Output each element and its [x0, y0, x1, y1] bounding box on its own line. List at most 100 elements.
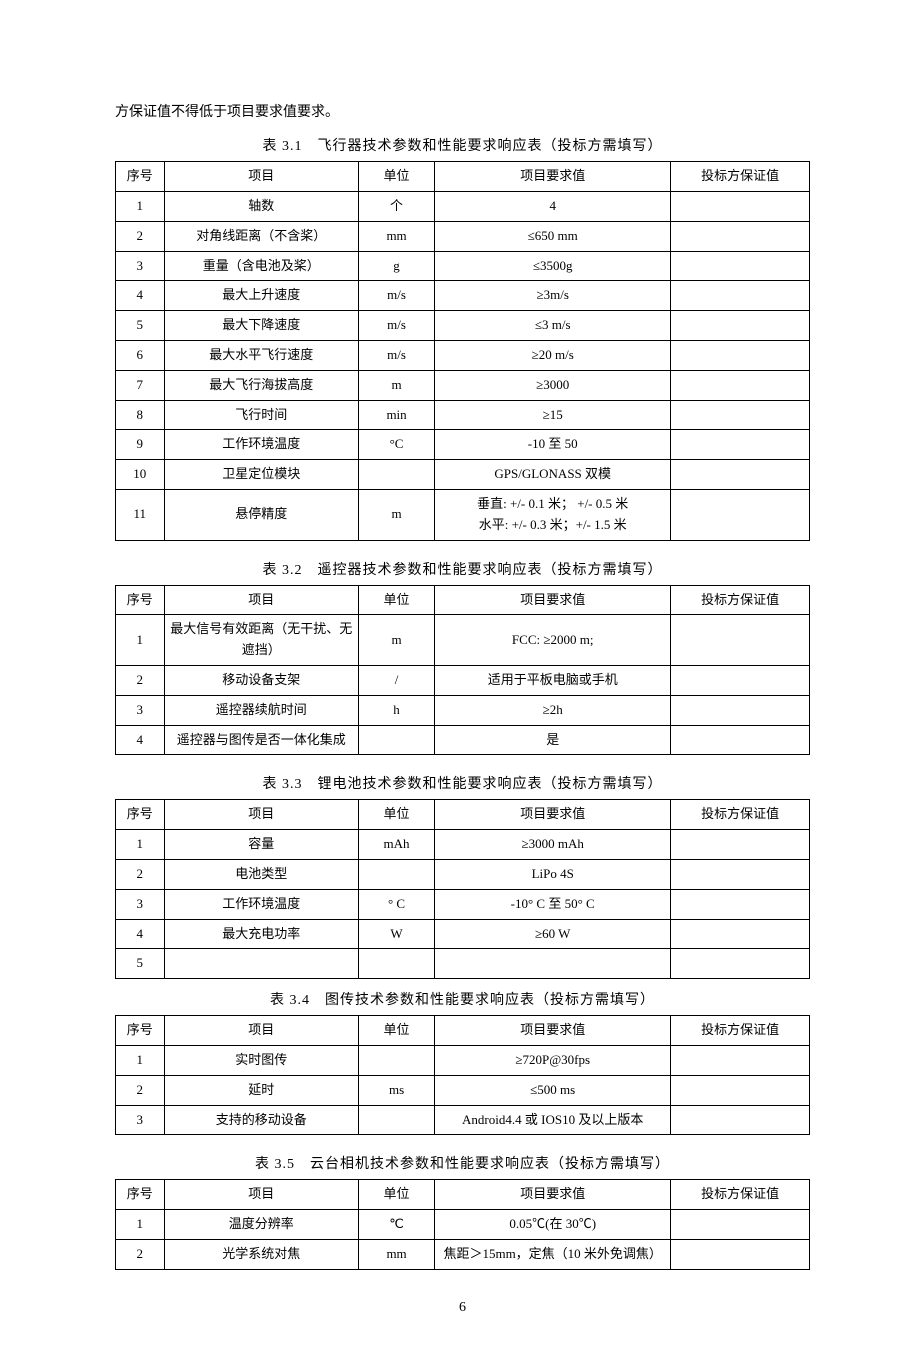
cell-req: FCC: ≥2000 m; — [435, 615, 671, 666]
cell-unit: ℃ — [358, 1210, 434, 1240]
cell-seq: 2 — [116, 1239, 165, 1269]
cell-bid — [671, 1105, 810, 1135]
col-seq: 序号 — [116, 162, 165, 192]
table-row: 2对角线距离（不含桨）mm≤650 mm — [116, 221, 810, 251]
table-header: 序号 项目 单位 项目要求值 投标方保证值 — [116, 1016, 810, 1046]
cell-unit: ms — [358, 1075, 434, 1105]
table-row: 1最大信号有效距离（无干扰、无遮挡）mFCC: ≥2000 m; — [116, 615, 810, 666]
cell-bid — [671, 665, 810, 695]
cell-req: -10° C 至 50° C — [435, 889, 671, 919]
col-item: 项目 — [164, 1016, 358, 1046]
table-3-3-caption: 表 3.3 锂电池技术参数和性能要求响应表（投标方需填写） — [115, 773, 810, 793]
cell-item: 温度分辨率 — [164, 1210, 358, 1240]
cell-bid — [671, 340, 810, 370]
cell-bid — [671, 1210, 810, 1240]
cell-item — [164, 949, 358, 979]
table-row: 5最大下降速度m/s≤3 m/s — [116, 311, 810, 341]
cell-item: 容量 — [164, 830, 358, 860]
cell-req: ≥3000 mAh — [435, 830, 671, 860]
col-unit: 单位 — [358, 1180, 434, 1210]
table-header: 序号 项目 单位 项目要求值 投标方保证值 — [116, 1180, 810, 1210]
col-seq: 序号 — [116, 585, 165, 615]
cell-unit — [358, 859, 434, 889]
cell-item: 实时图传 — [164, 1045, 358, 1075]
table-row: 2电池类型LiPo 4S — [116, 859, 810, 889]
cell-req: ≤3500g — [435, 251, 671, 281]
col-bid: 投标方保证值 — [671, 1180, 810, 1210]
table-row: 8飞行时间min≥15 — [116, 400, 810, 430]
cell-req: ≥20 m/s — [435, 340, 671, 370]
cell-seq: 5 — [116, 949, 165, 979]
cell-bid — [671, 281, 810, 311]
cell-req: -10 至 50 — [435, 430, 671, 460]
page-number: 6 — [115, 1300, 810, 1316]
cell-bid — [671, 1239, 810, 1269]
table-row: 10卫星定位模块GPS/GLONASS 双模 — [116, 460, 810, 490]
cell-item: 最大充电功率 — [164, 919, 358, 949]
cell-req: 垂直: +/- 0.1 米； +/- 0.5 米水平: +/- 0.3 米；+/… — [435, 489, 671, 540]
cell-seq: 1 — [116, 615, 165, 666]
cell-unit — [358, 1045, 434, 1075]
cell-unit — [358, 725, 434, 755]
table-3-3: 序号 项目 单位 项目要求值 投标方保证值 1容量mAh≥3000 mAh2电池… — [115, 799, 810, 979]
cell-seq: 2 — [116, 665, 165, 695]
cell-seq: 5 — [116, 311, 165, 341]
table-row: 2光学系统对焦mm焦距＞15mm，定焦（10 米外免调焦） — [116, 1239, 810, 1269]
table-row: 4遥控器与图传是否一体化集成是 — [116, 725, 810, 755]
cell-seq: 9 — [116, 430, 165, 460]
cell-unit: h — [358, 695, 434, 725]
cell-req: ≥60 W — [435, 919, 671, 949]
cell-req: 是 — [435, 725, 671, 755]
cell-req: ≥720P@30fps — [435, 1045, 671, 1075]
table-row: 6最大水平飞行速度m/s≥20 m/s — [116, 340, 810, 370]
cell-item: 最大下降速度 — [164, 311, 358, 341]
cell-req: 0.05℃(在 30℃) — [435, 1210, 671, 1240]
cell-seq: 1 — [116, 191, 165, 221]
table-3-2: 序号 项目 单位 项目要求值 投标方保证值 1最大信号有效距离（无干扰、无遮挡）… — [115, 585, 810, 756]
cell-bid — [671, 695, 810, 725]
cell-item: 轴数 — [164, 191, 358, 221]
cell-bid — [671, 460, 810, 490]
cell-bid — [671, 919, 810, 949]
cell-unit: m/s — [358, 311, 434, 341]
col-req: 项目要求值 — [435, 585, 671, 615]
cell-unit: m/s — [358, 340, 434, 370]
table-3-5-caption: 表 3.5 云台相机技术参数和性能要求响应表（投标方需填写） — [115, 1153, 810, 1173]
cell-item: 重量（含电池及桨） — [164, 251, 358, 281]
cell-unit: ° C — [358, 889, 434, 919]
cell-bid — [671, 191, 810, 221]
col-item: 项目 — [164, 1180, 358, 1210]
col-bid: 投标方保证值 — [671, 800, 810, 830]
cell-unit: mAh — [358, 830, 434, 860]
cell-unit: °C — [358, 430, 434, 460]
cell-seq: 6 — [116, 340, 165, 370]
cell-seq: 10 — [116, 460, 165, 490]
cell-req: ≥15 — [435, 400, 671, 430]
table-3-4: 序号 项目 单位 项目要求值 投标方保证值 1实时图传≥720P@30fps2延… — [115, 1015, 810, 1135]
cell-seq: 2 — [116, 221, 165, 251]
cell-unit: min — [358, 400, 434, 430]
cell-req — [435, 949, 671, 979]
cell-req: 4 — [435, 191, 671, 221]
col-item: 项目 — [164, 585, 358, 615]
cell-item: 遥控器续航时间 — [164, 695, 358, 725]
cell-unit — [358, 949, 434, 979]
col-seq: 序号 — [116, 1016, 165, 1046]
table-row: 5 — [116, 949, 810, 979]
cell-item: 最大飞行海拔高度 — [164, 370, 358, 400]
intro-paragraph: 方保证值不得低于项目要求值要求。 — [115, 100, 810, 125]
cell-item: 悬停精度 — [164, 489, 358, 540]
col-req: 项目要求值 — [435, 162, 671, 192]
cell-item: 延时 — [164, 1075, 358, 1105]
cell-bid — [671, 889, 810, 919]
cell-bid — [671, 489, 810, 540]
table-header: 序号 项目 单位 项目要求值 投标方保证值 — [116, 800, 810, 830]
cell-req: ≥3000 — [435, 370, 671, 400]
cell-seq: 3 — [116, 1105, 165, 1135]
table-3-1: 序号 项目 单位 项目要求值 投标方保证值 1轴数个42对角线距离（不含桨）mm… — [115, 161, 810, 540]
cell-seq: 7 — [116, 370, 165, 400]
cell-seq: 2 — [116, 1075, 165, 1105]
cell-bid — [671, 1075, 810, 1105]
cell-seq: 3 — [116, 251, 165, 281]
cell-bid — [671, 830, 810, 860]
